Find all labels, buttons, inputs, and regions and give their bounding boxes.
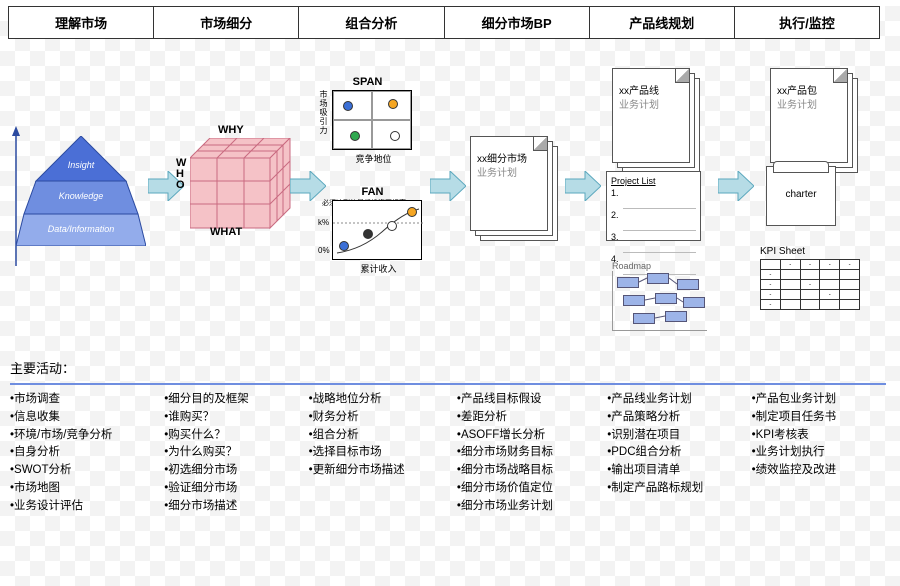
activity-column: •产品包业务计划•制定项目任务书•KPI考核表•业务计划执行•绩效监控及改进 xyxy=(752,391,890,516)
arrow-4 xyxy=(565,171,601,201)
activities-title: 主要活动： xyxy=(10,358,890,377)
activity-item: •PDC组合分析 xyxy=(607,444,751,462)
activities-divider xyxy=(10,383,886,385)
kpi-sheet: KPI Sheet ---- - -- -- - xyxy=(760,246,860,310)
activity-item: •产品策略分析 xyxy=(607,409,751,427)
activity-item: •更新细分市场描述 xyxy=(309,462,457,480)
activity-item: •KPI考核表 xyxy=(752,427,890,445)
activity-column: •产品线目标假设•差距分析•ASOFF增长分析•细分市场财务目标•细分市场战略目… xyxy=(457,391,607,516)
hdr-6: 执行/监控 xyxy=(735,7,879,38)
activity-item: •市场调查 xyxy=(10,391,164,409)
activity-item: •输出项目清单 xyxy=(607,462,751,480)
hdr-5: 产品线规划 xyxy=(590,7,735,38)
activity-item: •选择目标市场 xyxy=(309,444,457,462)
activity-column: •产品线业务计划•产品策略分析•识别潜在项目•PDC组合分析•输出项目清单•制定… xyxy=(607,391,751,516)
activity-item: •战略地位分析 xyxy=(309,391,457,409)
activity-item: •初选细分市场 xyxy=(164,462,308,480)
activity-item: •自身分析 xyxy=(10,444,164,462)
knowledge-pyramid: Insight Knowledge Data/Information xyxy=(16,136,146,249)
hdr-2: 市场细分 xyxy=(154,7,299,38)
hdr-1: 理解市场 xyxy=(9,7,154,38)
activity-item: •验证细分市场 xyxy=(164,480,308,498)
activity-item: •为什么购买？ xyxy=(164,444,308,462)
span-chart: SPAN 市场吸引力 竞争地位 xyxy=(320,76,415,165)
project-list: Project List 1. 2. 3. 4. xyxy=(606,171,701,241)
activity-item: •环境/市场/竞争分析 xyxy=(10,427,164,445)
activity-item: •业务计划执行 xyxy=(752,444,890,462)
pyr-data: Data/Information xyxy=(16,224,146,234)
activity-item: •产品包业务计划 xyxy=(752,391,890,409)
hdr-3: 组合分析 xyxy=(299,7,444,38)
pyr-knowledge: Knowledge xyxy=(16,191,146,201)
activity-column: •细分目的及框架•谁购买？•购买什么？•为什么购买？•初选细分市场•验证细分市场… xyxy=(164,391,308,516)
diagram-stage: Insight Knowledge Data/Information WHY W… xyxy=(0,56,900,356)
activity-item: •产品线业务计划 xyxy=(607,391,751,409)
activity-item: •细分市场描述 xyxy=(164,498,308,516)
arrow-5 xyxy=(718,171,754,201)
activity-item: •识别潜在项目 xyxy=(607,427,751,445)
activity-item: •细分市场财务目标 xyxy=(457,444,607,462)
activity-item: •财务分析 xyxy=(309,409,457,427)
activity-column: •市场调查•信息收集•环境/市场/竞争分析•自身分析•SWOT分析•市场地图•业… xyxy=(10,391,164,516)
activity-item: •细分市场业务计划 xyxy=(457,498,607,516)
activity-item: •谁购买？ xyxy=(164,409,308,427)
activity-item: •制定产品路标规划 xyxy=(607,480,751,498)
activity-item: •绩效监控及改进 xyxy=(752,462,890,480)
activity-item: •信息收集 xyxy=(10,409,164,427)
activity-item: •细分目的及框架 xyxy=(164,391,308,409)
hdr-4: 细分市场BP xyxy=(445,7,590,38)
pyr-insight: Insight xyxy=(16,160,146,170)
activity-item: •差距分析 xyxy=(457,409,607,427)
fan-chart: FAN 必须达到的最低投资回报率 k% 0% 累计收入 xyxy=(320,186,425,275)
activity-item: •SWOT分析 xyxy=(10,462,164,480)
activity-item: •业务设计评估 xyxy=(10,498,164,516)
activity-item: •细分市场价值定位 xyxy=(457,480,607,498)
activity-item: •细分市场战略目标 xyxy=(457,462,607,480)
activities-section: 主要活动： •市场调查•信息收集•环境/市场/竞争分析•自身分析•SWOT分析•… xyxy=(10,358,890,516)
activity-item: •组合分析 xyxy=(309,427,457,445)
process-headers: 理解市场 市场细分 组合分析 细分市场BP 产品线规划 执行/监控 xyxy=(8,6,880,39)
activity-item: •产品线目标假设 xyxy=(457,391,607,409)
activity-item: •制定项目任务书 xyxy=(752,409,890,427)
arrow-3 xyxy=(430,171,466,201)
activity-column: •战略地位分析•财务分析•组合分析•选择目标市场•更新细分市场描述 xyxy=(309,391,457,516)
roadmap: Roadmap xyxy=(612,261,712,331)
activity-item: •市场地图 xyxy=(10,480,164,498)
activity-item: •购买什么？ xyxy=(164,427,308,445)
segmentation-cube: WHY WHO WHAT xyxy=(180,126,300,241)
charter-doc: charter xyxy=(766,166,836,226)
activity-item: •ASOFF增长分析 xyxy=(457,427,607,445)
